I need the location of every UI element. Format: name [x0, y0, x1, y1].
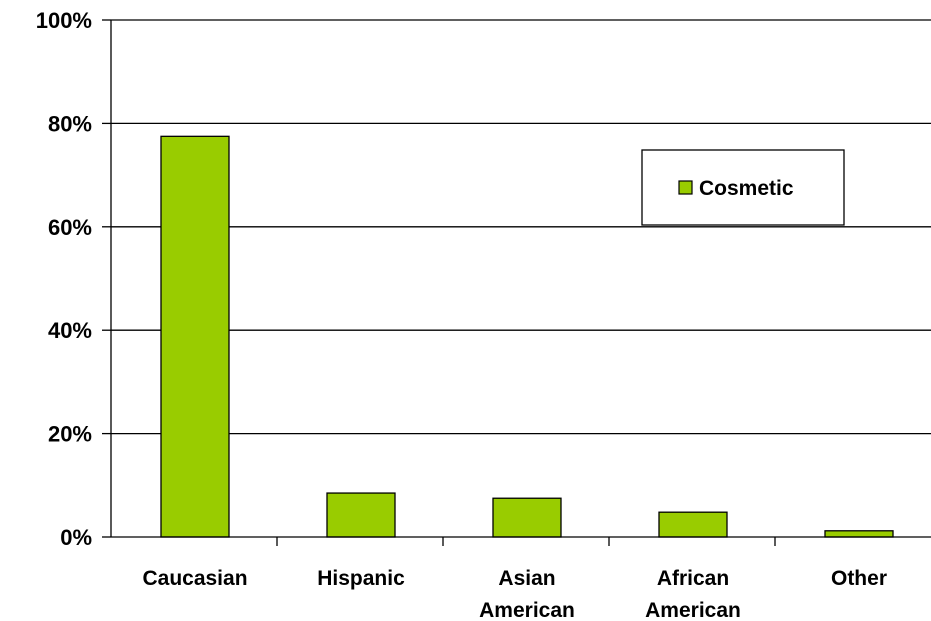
- bar: [492, 497, 562, 538]
- y-tick-label: 0%: [60, 525, 92, 550]
- x-tick-label: African: [657, 567, 729, 590]
- bar: [824, 530, 894, 538]
- gridlines: [111, 19, 931, 435]
- x-tick-label: American: [479, 599, 575, 621]
- axes: [102, 19, 931, 546]
- x-tick-label: Asian: [498, 567, 555, 590]
- x-tick-label: Hispanic: [317, 567, 405, 590]
- y-tick-label: 20%: [48, 422, 92, 447]
- bar: [326, 492, 396, 538]
- x-tick-label: Other: [831, 567, 887, 590]
- y-tick-label: 60%: [48, 215, 92, 240]
- bars: [160, 135, 894, 538]
- legend-swatch: [678, 180, 693, 195]
- bar: [160, 135, 230, 538]
- y-tick-label: 40%: [48, 318, 92, 343]
- y-tick-label: 100%: [36, 8, 92, 33]
- x-tick-labels: Caucasian Hispanic Asian American African Ame…: [142, 567, 887, 621]
- legend-box: [641, 149, 845, 226]
- legend-label: Cosmetic: [699, 177, 794, 200]
- legend: Cosmetic: [641, 149, 845, 226]
- y-tick-label: 80%: [48, 111, 92, 136]
- x-tick-label: American: [645, 599, 741, 621]
- bar: [658, 511, 728, 538]
- y-tick-labels: 0% 20% 40% 60% 80% 100%: [36, 8, 92, 550]
- x-tick-label: Caucasian: [142, 567, 247, 590]
